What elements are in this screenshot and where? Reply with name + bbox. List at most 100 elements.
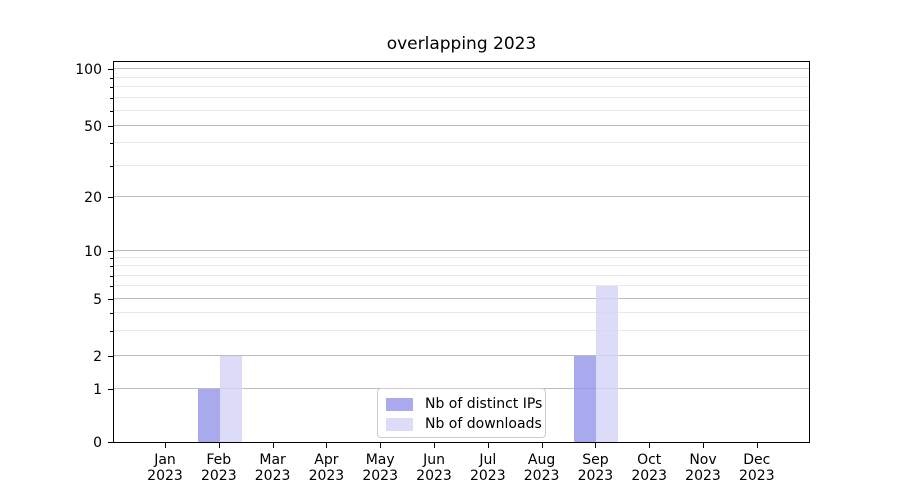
- y-minor-tick: [110, 312, 113, 314]
- bar-ips-feb: [197, 389, 220, 442]
- gridline-minor: [114, 164, 809, 166]
- bar-downloads-feb: [219, 355, 242, 442]
- x-tick-label: Jun 2023: [404, 452, 464, 484]
- x-tick-label: Jul 2023: [458, 452, 518, 484]
- x-tick-label: Aug 2023: [512, 452, 572, 484]
- gridline-minor: [114, 86, 809, 88]
- x-tick-month: Apr: [314, 452, 339, 468]
- y-tick: [108, 299, 113, 301]
- x-tick-month: Mar: [259, 452, 286, 468]
- x-tick-label: Jan 2023: [135, 452, 195, 484]
- y-minor-tick: [110, 258, 113, 260]
- gridline-minor: [114, 329, 809, 331]
- y-tick-label: 20: [84, 190, 102, 207]
- legend-item: Nb of downloads: [386, 414, 545, 434]
- x-tick-year: 2023: [523, 468, 560, 484]
- gridline-major: [114, 68, 809, 70]
- x-tick-month: May: [365, 452, 395, 468]
- x-tick-month: Jan: [154, 452, 176, 468]
- plot-area: [113, 61, 810, 443]
- x-tick-year: 2023: [631, 468, 667, 484]
- x-tick-year: 2023: [362, 468, 398, 484]
- legend-label: Nb of downloads: [425, 416, 542, 432]
- legend-label: Nb of distinct IPs: [425, 396, 543, 412]
- x-tick: [272, 443, 274, 448]
- chart-title: overlapping 2023: [386, 34, 537, 54]
- gridline-minor: [114, 97, 809, 99]
- x-tick-label: May 2023: [350, 452, 410, 484]
- x-tick: [595, 443, 597, 448]
- x-tick-month: Sep: [582, 452, 609, 468]
- y-tick: [108, 389, 113, 391]
- x-tick: [649, 443, 651, 448]
- y-tick-label: 1: [93, 382, 102, 399]
- gridline-major: [114, 124, 809, 126]
- x-tick-month: Jul: [479, 452, 497, 468]
- x-tick-label: Nov 2023: [673, 452, 733, 484]
- y-tick-label: 100: [75, 62, 102, 78]
- y-tick: [108, 197, 113, 199]
- x-tick: [218, 443, 220, 448]
- x-tick: [756, 443, 758, 448]
- gridline-minor: [114, 257, 809, 259]
- x-tick-year: 2023: [200, 468, 237, 484]
- gridline-minor: [114, 76, 809, 78]
- y-minor-tick: [110, 98, 113, 100]
- x-tick-label: Sep 2023: [565, 452, 625, 484]
- y-minor-tick: [110, 330, 113, 332]
- y-tick: [108, 125, 113, 127]
- legend-swatch: [386, 397, 413, 411]
- x-tick: [434, 443, 435, 448]
- y-minor-tick: [110, 110, 113, 112]
- legend: Nb of distinct IPs Nb of downloads: [377, 388, 546, 438]
- gridline-minor: [114, 265, 809, 267]
- y-tick: [108, 355, 113, 357]
- y-minor-tick: [110, 275, 113, 277]
- y-minor-tick: [110, 286, 113, 288]
- x-tick-month: Jun: [423, 452, 445, 468]
- y-minor-tick: [110, 165, 113, 167]
- x-tick: [326, 443, 328, 448]
- y-minor-tick: [110, 143, 113, 145]
- x-tick-year: 2023: [147, 468, 183, 484]
- x-tick-month: Aug: [527, 452, 556, 468]
- x-tick: [541, 443, 543, 448]
- x-tick-month: Nov: [689, 452, 717, 468]
- y-tick-label: 10: [84, 243, 102, 260]
- gridline-minor: [114, 285, 809, 287]
- gridline-minor: [114, 109, 809, 111]
- x-tick-year: 2023: [469, 468, 506, 484]
- gridline-minor: [114, 274, 809, 276]
- x-tick-year: 2023: [577, 468, 614, 484]
- y-tick: [108, 442, 113, 443]
- gridline-major: [114, 196, 809, 198]
- y-tick-label: 50: [84, 118, 102, 135]
- gridline-minor: [114, 311, 809, 313]
- y-tick-label: 0: [93, 435, 102, 451]
- x-tick-label: Oct 2023: [619, 452, 679, 484]
- x-tick: [487, 443, 489, 448]
- x-tick-month: Dec: [743, 452, 771, 468]
- bar-ips-sep: [574, 355, 597, 442]
- x-tick: [703, 443, 704, 448]
- x-tick-label: Mar 2023: [243, 452, 303, 484]
- gridline-major: [114, 249, 809, 251]
- x-tick-month: Feb: [206, 452, 232, 468]
- y-tick: [108, 250, 113, 252]
- x-tick-month: Oct: [637, 452, 662, 468]
- gridline-major: [114, 298, 809, 300]
- x-tick-year: 2023: [685, 468, 721, 484]
- x-tick-year: 2023: [416, 468, 452, 484]
- gridline-minor: [114, 142, 809, 144]
- x-tick-label: Dec 2023: [727, 452, 787, 484]
- y-tick-label: 2: [93, 348, 102, 365]
- x-tick-year: 2023: [308, 468, 345, 484]
- x-tick-year: 2023: [254, 468, 291, 484]
- legend-swatch: [386, 417, 413, 431]
- x-tick-label: Feb 2023: [189, 452, 249, 484]
- y-minor-tick: [110, 87, 113, 89]
- y-minor-tick: [110, 77, 113, 79]
- bar-downloads-sep: [596, 286, 619, 442]
- y-tick-label: 5: [93, 292, 102, 309]
